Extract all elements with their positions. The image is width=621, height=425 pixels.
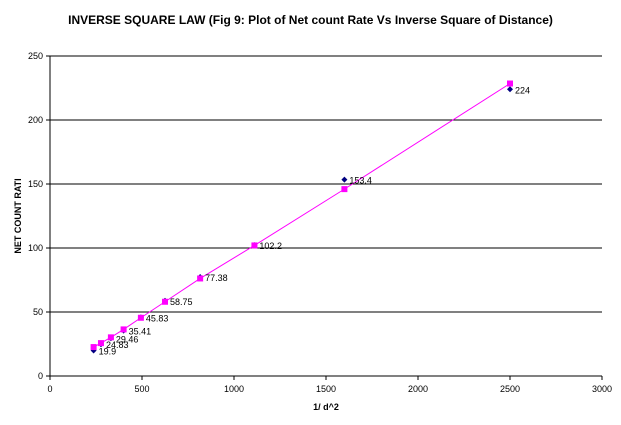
data-point-square [197, 275, 204, 282]
series-line [93, 83, 511, 348]
data-label: 58.75 [170, 297, 193, 307]
x-axis-title: 1/ d^2 [313, 402, 339, 412]
data-label: 19.9 [99, 347, 117, 357]
y-tick-label: 250 [28, 51, 43, 61]
x-tick-label: 3000 [592, 384, 612, 394]
x-tick-label: 0 [47, 384, 52, 394]
y-axis-title: NET COUNT RATI [13, 178, 23, 253]
data-point-square [507, 80, 513, 87]
data-point-square [90, 344, 97, 351]
y-tick-label: 100 [28, 243, 43, 253]
data-point-square [107, 334, 114, 341]
data-label: 29.46 [116, 334, 139, 344]
x-tick-label: 1500 [316, 384, 336, 394]
data-label: 45.83 [146, 313, 169, 323]
data-point-diamond [341, 176, 348, 183]
x-tick-label: 500 [134, 384, 149, 394]
chart-title: INVERSE SQUARE LAW (Fig 9: Plot of Net c… [68, 13, 553, 27]
y-tick-label: 150 [28, 179, 43, 189]
y-tick-label: 200 [28, 115, 43, 125]
x-tick-label: 2000 [408, 384, 428, 394]
data-point-diamond [507, 86, 513, 93]
x-tick-label: 1000 [224, 384, 244, 394]
data-point-square [341, 186, 348, 193]
y-tick-label: 0 [38, 371, 43, 381]
data-label: 224 [515, 85, 530, 95]
y-tick-label: 50 [33, 307, 43, 317]
data-point-square [162, 298, 168, 305]
data-label: 153.4 [349, 176, 372, 186]
data-label: 24.83 [106, 340, 129, 350]
data-label: 35.41 [129, 327, 152, 337]
data-label: 102.2 [259, 241, 282, 251]
data-point-square [120, 326, 127, 333]
data-label: 77.38 [205, 273, 228, 283]
x-tick-label: 2500 [500, 384, 520, 394]
data-point-square [97, 340, 104, 347]
data-point-square [137, 314, 144, 321]
data-point-square [251, 242, 258, 249]
